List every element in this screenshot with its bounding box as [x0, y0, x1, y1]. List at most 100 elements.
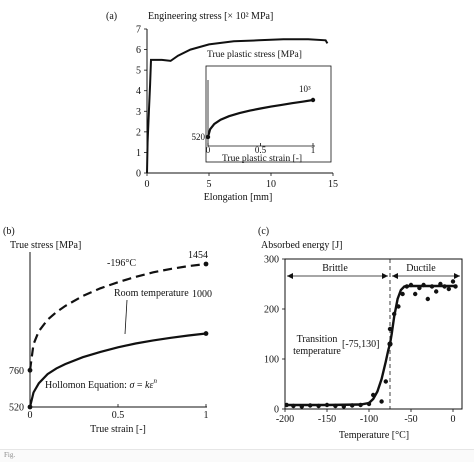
panel-b-ytick-label: 760: [9, 366, 24, 377]
inset-xtick-label: 0.5: [255, 145, 267, 155]
panel-a-xtick-label: 0: [145, 179, 150, 190]
panel-c-series: [284, 279, 458, 409]
transition-label-line2: temperature: [293, 346, 341, 357]
panel-b-xtick-label: 1: [204, 410, 209, 421]
panel-c-data-point: [358, 402, 363, 408]
ductile-arrow-right-head: [454, 273, 460, 279]
panel-b: (b) True stress [MPa] True strain [-] -1…: [3, 226, 212, 435]
brittle-arrow-right-head: [382, 273, 388, 279]
panel-c-data-point: [413, 291, 418, 297]
room-label-leader: [124, 299, 128, 335]
panel-c-ytick-label: 0: [274, 405, 279, 416]
inset-end-label: 10³: [299, 84, 311, 94]
room-end-label: 1000: [192, 289, 212, 300]
panel-c-data-point: [383, 379, 388, 384]
inset-start-point: [205, 134, 211, 140]
panel-c-fit-curve: [285, 284, 458, 407]
cold-curve-label: -196°C: [107, 258, 136, 269]
panel-c-data-point: [438, 281, 443, 287]
panel-b-series: [27, 261, 209, 410]
panel-a-xlabel: Elongation [mm]: [204, 192, 273, 203]
brittle-label: Brittle: [322, 263, 348, 274]
panel-c-ytick-label: 300: [264, 255, 279, 266]
panel-c-data-point: [379, 399, 384, 404]
panel-c-data-point: [396, 304, 401, 309]
inset-start-label: 520: [192, 132, 206, 142]
panel-c-ytick-label: 200: [264, 305, 279, 316]
panel-c-data-point: [341, 404, 346, 409]
panel-a-ytick-label: 7: [136, 25, 141, 36]
panel-b-xtick-label: 0.5: [112, 410, 125, 421]
inset-title: True plastic stress [MPa]: [207, 50, 302, 60]
panel-a-xtick-label: 10: [266, 179, 276, 190]
panel-a-series: [146, 38, 329, 174]
inset-series: [205, 97, 316, 140]
panel-c-label: (c): [258, 226, 269, 237]
panel-b-room-curve: [28, 332, 207, 408]
transition-value-label: [-75,130]: [342, 339, 380, 350]
panel-c-data-point: [387, 326, 393, 332]
panel-c-ylabel: Absorbed energy [J]: [261, 240, 342, 251]
panel-b-ticks: 520 760 0 0.5 1: [9, 366, 209, 421]
inset-curve: [206, 98, 314, 138]
panel-c-frame: [284, 258, 463, 410]
hollomon-k: k: [145, 380, 150, 391]
panel-c-ticks: 0 100 200 300 -200 -150 -100 -50 0: [264, 255, 456, 426]
cold-end-label: 1454: [188, 250, 208, 261]
ductile-arrow-left-head: [392, 273, 398, 279]
inset-end-point: [310, 97, 316, 103]
panel-c-data-point: [366, 401, 372, 407]
panel-c-data-point: [371, 392, 376, 398]
panel-c-data-point: [404, 284, 409, 289]
caption-fragment: Fig.: [4, 451, 16, 459]
panel-b-start-point: [27, 404, 33, 410]
brittle-arrow-left-head: [287, 273, 293, 279]
panel-b-ytick-label: 520: [9, 403, 24, 414]
room-curve-label: Room temperature: [114, 288, 189, 299]
panel-c-data-point: [429, 284, 435, 289]
panel-b-end-point: [203, 331, 209, 336]
panel-c-data-point: [316, 403, 321, 409]
panel-a-ytick-label: 2: [136, 127, 141, 138]
panel-c-data-point: [324, 402, 330, 408]
panel-c-xtick-label: -150: [318, 414, 336, 425]
inset-xlabel: True plastic strain [-]: [222, 154, 302, 164]
panel-c-xtick-label: -200: [276, 414, 294, 425]
panel-a-xtick-label: 5: [207, 179, 212, 190]
panel-b-cold-curve: [28, 262, 207, 371]
panel-c-axes: [284, 258, 463, 410]
panel-c-data-point: [453, 284, 458, 289]
panel-c-data-point: [425, 296, 430, 302]
panel-c-xtick-label: 0: [451, 414, 456, 425]
ductile-label: Ductile: [406, 263, 436, 274]
panel-c-data-point: [400, 291, 405, 297]
panel-c-xtick-label: -50: [404, 414, 417, 425]
panel-a-ytick-label: 0: [136, 169, 141, 180]
hollomon-prefix: Hollomon Equation:: [45, 380, 129, 391]
panel-c-data-point: [417, 285, 422, 291]
inset-xtick-label: 1: [311, 145, 316, 155]
panel-c-data-point: [408, 282, 414, 288]
panel-c-data-point: [299, 404, 304, 409]
panel-a-label: (a): [106, 11, 117, 22]
panel-b-axes: [29, 252, 207, 408]
panel-b-end-point: [203, 261, 209, 267]
panel-a-ytick-label: 1: [136, 148, 141, 159]
panel-b-ylabel: True stress [MPa]: [10, 240, 81, 251]
transition-label-line1: Transition: [297, 334, 338, 345]
hollomon-n: n: [153, 377, 157, 385]
panel-c-ytick-label: 100: [264, 355, 279, 366]
panel-b-label: (b): [3, 226, 15, 237]
panel-a-ytick-label: 6: [136, 45, 141, 56]
panel-a-ytick-label: 5: [136, 66, 141, 77]
inset-xtick-label: 0: [206, 145, 211, 155]
hollomon-equation: Hollomon Equation: σ = kεn: [45, 377, 157, 391]
panel-c-data-point: [350, 403, 355, 408]
panel-c-data-point: [392, 311, 397, 317]
panel-b-xlabel: True strain [-]: [90, 424, 146, 435]
panel-c-data-point: [333, 403, 338, 409]
panel-c: (c) Absorbed energy [J] Temperature [°C]…: [258, 226, 463, 441]
panel-c-data-point: [434, 289, 439, 294]
